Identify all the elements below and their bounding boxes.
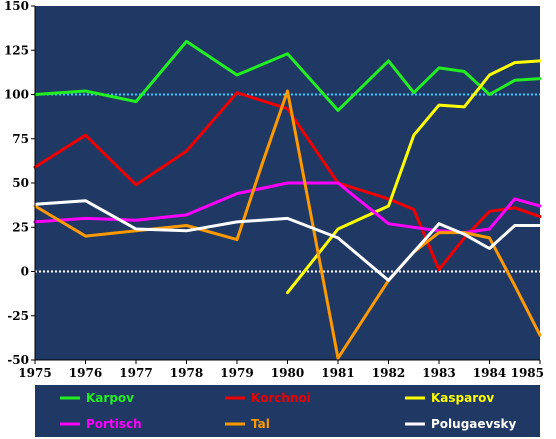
legend: Karpov Korchnoi Kasparov Portisch Tal Polugae…: [60, 391, 516, 431]
x-tick-label: 1981: [321, 366, 354, 380]
x-tick-label: 1985: [511, 366, 544, 380]
x-tick-label: 1979: [220, 366, 253, 380]
y-tick-label: 75: [12, 132, 29, 146]
y-tick-label: 50: [12, 176, 29, 190]
x-tick-label: 1977: [119, 366, 152, 380]
series-line-polugaevsky: [33, 199, 542, 282]
legend-label-kasparov: Kasparov: [431, 391, 494, 405]
series-lines: [33, 39, 542, 360]
y-tick-label: 25: [12, 220, 29, 234]
legend-box: [35, 385, 540, 437]
series-line-karpov: [33, 39, 542, 112]
x-tick-label: 1983: [422, 366, 455, 380]
series-line-kasparov: [286, 59, 542, 295]
y-axis: 150 125 100 75 50 25 0 -25 -50: [4, 0, 36, 367]
y-tick-label: 100: [4, 88, 29, 102]
y-tick-label: -25: [7, 309, 29, 323]
x-axis: 1975 1976 1977 1978 1979 1980 1981 1982 1983 1984…: [18, 359, 544, 380]
y-tick-label: -50: [7, 353, 29, 367]
x-tick-label: 1982: [372, 366, 405, 380]
x-tick-label: 1975: [18, 366, 51, 380]
legend-label-portisch: Portisch: [86, 417, 142, 431]
x-tick-label: 1976: [69, 366, 102, 380]
legend-label-korchnoi: Korchnoi: [251, 391, 311, 405]
x-tick-label: 1978: [170, 366, 203, 380]
legend-label-tal: Tal: [251, 417, 270, 431]
y-tick-label: 125: [4, 43, 29, 57]
series-line-portisch: [33, 181, 542, 235]
x-tick-label: 1984: [473, 366, 506, 380]
y-tick-label: 150: [4, 0, 29, 13]
y-tick-label: 0: [21, 265, 29, 279]
series-line-korchnoi: [33, 91, 542, 272]
legend-label-polugaevsky: Polugaevsky: [431, 417, 516, 431]
x-tick-label: 1980: [271, 366, 304, 380]
legend-label-karpov: Karpov: [86, 391, 134, 405]
